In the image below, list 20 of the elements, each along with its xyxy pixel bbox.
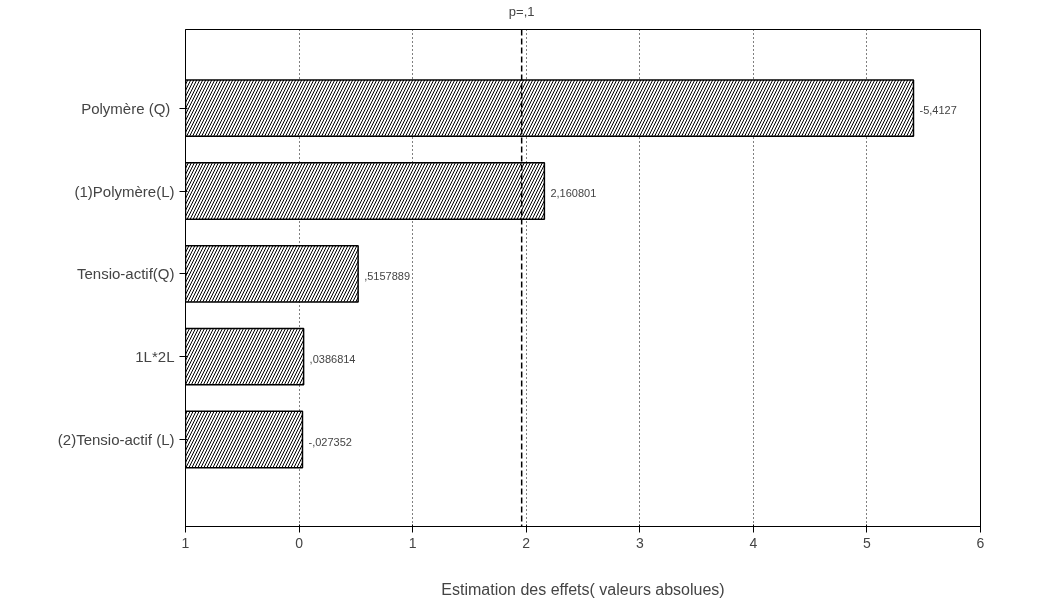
x-tick-label: 4 xyxy=(749,534,758,551)
y-tick-label: (2)Tensio-actif (L) xyxy=(57,431,175,449)
y-tick-label: (1)Polymère(L) xyxy=(74,182,175,200)
annotation: -5,4127 xyxy=(919,104,957,117)
x-tick-label: 0 xyxy=(295,534,304,551)
annotation: -,027352 xyxy=(308,435,352,448)
x-tick-label: 1 xyxy=(408,534,417,551)
annotation: ,0386814 xyxy=(309,352,356,365)
x-tick-label: 1 xyxy=(181,534,190,551)
ref-line-label: p=,1 xyxy=(508,3,535,19)
x-tick-label: 6 xyxy=(976,534,985,551)
x-axis-title: Estimation des effets( valeurs absolues) xyxy=(441,580,725,598)
x-tick-label: 3 xyxy=(635,534,644,551)
y-tick-label: Polymère (Q) xyxy=(81,99,171,117)
y-tick-label: 1L*2L xyxy=(135,348,175,366)
y-tick-label: Tensio-actif(Q) xyxy=(76,265,175,283)
x-tick-label: 2 xyxy=(522,534,531,551)
annotation: ,5157889 xyxy=(364,269,411,282)
x-tick-label: 5 xyxy=(863,534,872,551)
annotation: 2,160801 xyxy=(550,187,597,200)
